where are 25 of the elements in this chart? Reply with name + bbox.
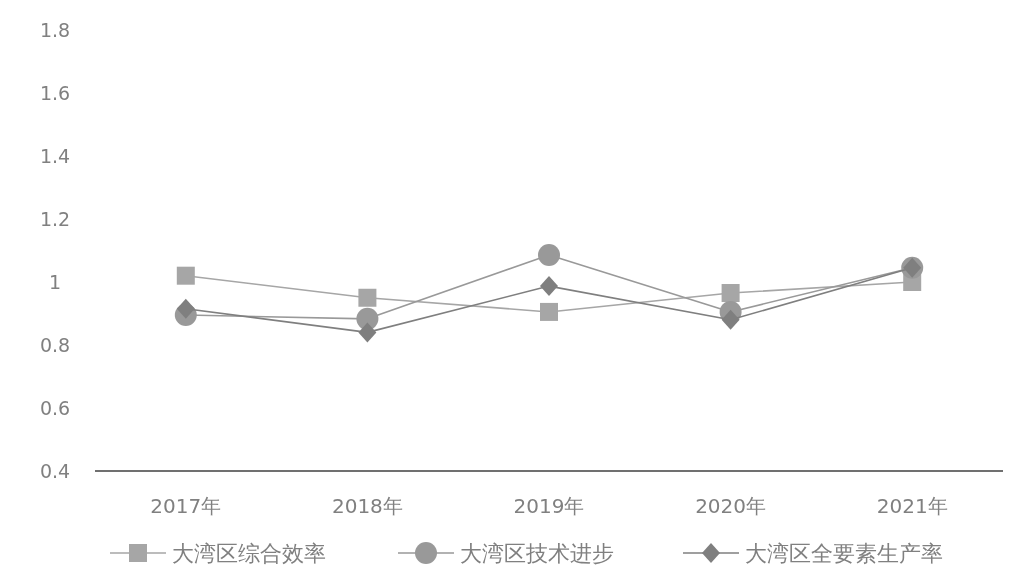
y-tick-label: 1.2 [39, 208, 71, 230]
y-tick-label: 1 [48, 271, 62, 293]
legend-label: 大湾区全要素生产率 [745, 541, 943, 566]
x-tick-label: 2021年 [876, 494, 948, 518]
point [538, 243, 560, 266]
point [721, 284, 740, 303]
x-tick-label: 2017年 [150, 494, 222, 518]
point [358, 322, 377, 343]
legend-label: 大湾区技术进步 [460, 541, 614, 566]
point [540, 276, 558, 297]
point [176, 298, 195, 319]
y-tick-label: 0.8 [39, 334, 71, 356]
y-tick-label: 0.4 [39, 460, 71, 482]
y-tick-label: 1.8 [39, 19, 71, 41]
y-tick-label: 0.6 [39, 397, 71, 419]
x-tick-label: 2019年 [513, 494, 585, 518]
y-tick-label: 1.4 [39, 145, 71, 167]
point [176, 266, 195, 285]
point [540, 302, 558, 321]
point [721, 309, 740, 330]
y-tick-label: 1.6 [39, 82, 71, 104]
legend-label: 大湾区综合效率 [172, 541, 326, 566]
point [358, 288, 377, 307]
x-tick-label: 2018年 [331, 494, 403, 518]
x-tick-label: 2020年 [695, 494, 767, 518]
